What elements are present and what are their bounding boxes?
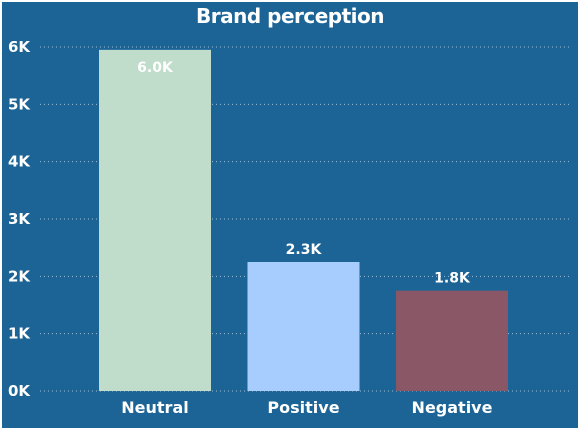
data-label-positive: 2.3K (286, 242, 323, 258)
y-tick-label: 0K (8, 382, 31, 400)
bar-negative[interactable] (396, 290, 508, 391)
data-label-negative: 1.8K (434, 271, 471, 287)
y-tick-label: 5K (8, 95, 31, 113)
y-tick-label: 3K (8, 210, 31, 228)
data-label-neutral: 6.0K (137, 60, 174, 76)
y-tick-label: 2K (8, 267, 31, 285)
x-category-label-negative: Negative (412, 398, 493, 417)
x-category-label-neutral: Neutral (121, 398, 188, 417)
y-tick-label: 1K (8, 325, 31, 343)
bars (99, 49, 508, 391)
y-axis: 0K 1K 2K 3K 4K 5K 6K (8, 38, 31, 400)
bar-neutral[interactable] (99, 49, 211, 391)
bar-positive[interactable] (247, 262, 360, 391)
y-tick-label: 4K (8, 153, 31, 171)
chart-title: Brand perception (196, 4, 385, 28)
x-axis: Neutral Positive Negative (121, 398, 492, 417)
y-tick-label: 6K (8, 38, 31, 56)
data-labels: 6.0K 2.3K 1.8K (137, 60, 471, 287)
x-category-label-positive: Positive (267, 398, 339, 417)
